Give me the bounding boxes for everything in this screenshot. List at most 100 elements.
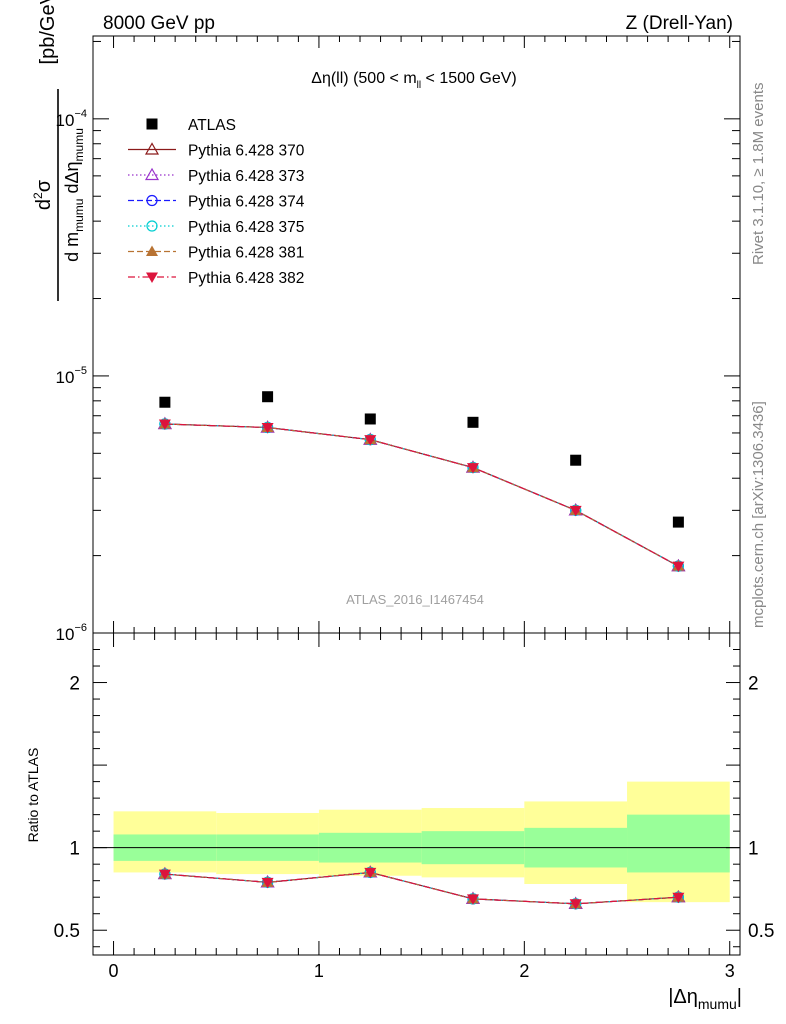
data-point — [158, 419, 171, 431]
legend-label: Pythia 6.428 374 — [188, 194, 305, 211]
legend-item: Pythia 6.428 374 — [128, 194, 305, 211]
main-ytick-label-exp: −5 — [74, 365, 87, 377]
main-panel: 10−610−510−4 Δη(ll) (500 < mll < 1500 Ge… — [31, 0, 741, 644]
ratio-ytick-label-right: 1 — [748, 839, 759, 860]
legend-marker — [146, 272, 158, 283]
ylabel-unit: [pb/GeV] — [37, 0, 59, 64]
data-point — [467, 416, 479, 428]
ratio-xtick-label: 1 — [314, 961, 324, 981]
ylabel-num-sup: 2 — [31, 192, 45, 199]
ratio-point — [364, 867, 377, 879]
series-line — [164, 423, 679, 567]
ratio-line — [164, 871, 679, 905]
ratio-panel: 0 1 2 3 0.5 0.5 1 1 2 2 Ratio to ATLAS |Δηmumu| — [25, 632, 775, 1012]
data-point — [570, 454, 582, 466]
legend-item: Pythia 6.428 373 — [128, 167, 304, 185]
ratio-ytick-label-right: 0.5 — [748, 921, 774, 942]
ratio-ticks — [93, 633, 740, 955]
legend-item: ATLAS — [146, 117, 236, 134]
rivet-label: Rivet 3.1.10, ≥ 1.8M events — [750, 83, 767, 266]
legend-label: Pythia 6.428 373 — [188, 168, 304, 185]
ratio-ytick-label-left: 2 — [69, 674, 80, 695]
series-line — [164, 423, 679, 567]
ratio-point — [672, 892, 685, 904]
ylabel-num-sigma: σ — [33, 179, 55, 192]
main-ytick-label-base: 10 — [56, 368, 75, 387]
series-6 — [158, 419, 685, 573]
ratio-point — [466, 894, 479, 905]
ylabel-denominator: d mmumu dΔηmumu — [62, 128, 86, 262]
ratio-ytick-label-left: 1 — [69, 839, 80, 860]
data-point — [672, 516, 684, 528]
legend-item: Pythia 6.428 381 — [128, 245, 304, 262]
data-point — [569, 505, 582, 517]
legend-marker — [146, 245, 158, 256]
legend-label: Pythia 6.428 370 — [188, 143, 305, 160]
main-ytick-label-base: 10 — [56, 111, 75, 130]
ratio-series — [157, 865, 686, 910]
main-ylabel: d2σ d mmumu dΔηmumu [pb/GeV] — [31, 0, 86, 301]
legend-marker — [144, 142, 160, 155]
series-line — [164, 423, 679, 567]
data-point — [364, 413, 376, 425]
main-ytick-label: 10−5 — [56, 365, 87, 387]
main-title: Δη(ll) (500 < mll < 1500 GeV) — [311, 70, 516, 91]
ratio-frame — [92, 632, 741, 956]
series-1 — [157, 416, 686, 572]
ylabel-den-a: d m — [62, 232, 82, 262]
ratio-bands — [113, 781, 730, 903]
xlabel-a: |Δη — [668, 986, 698, 1008]
analysis-id: ATLAS_2016_I1467454 — [346, 592, 484, 607]
series-line — [164, 423, 679, 567]
legend-marker — [146, 220, 158, 232]
series-2 — [157, 416, 686, 572]
ratio-ylabel: Ratio to ATLAS — [25, 748, 41, 843]
ratio-point — [158, 869, 171, 881]
series-5 — [158, 418, 685, 571]
legend: ATLAS Pythia 6.428 370 Pythia 6.428 373 Pyt… — [128, 117, 305, 287]
ylabel-den-sub1: mumu — [72, 199, 86, 232]
legend-item: Pythia 6.428 375 — [128, 219, 304, 236]
legend-label: Pythia 6.428 381 — [188, 245, 304, 262]
data-point — [261, 423, 274, 434]
legend-label: ATLAS — [188, 117, 236, 134]
legend-item: Pythia 6.428 382 — [128, 270, 304, 287]
legend-marker — [146, 194, 158, 207]
main-ytick-label-exp: −4 — [74, 108, 87, 120]
legend-item: Pythia 6.428 370 — [128, 142, 305, 160]
main-title-a: Δη(ll) (500 < m — [311, 70, 416, 87]
main-ytick-label-exp: −6 — [74, 622, 87, 634]
band-green — [627, 814, 730, 873]
data-point — [466, 463, 479, 474]
ratio-series-5 — [158, 867, 685, 910]
series-line — [164, 423, 679, 567]
header-left: 8000 GeV pp — [103, 13, 215, 34]
ratio-point — [569, 899, 582, 910]
data-point — [364, 435, 377, 446]
series-0 — [159, 391, 684, 528]
legend-marker — [146, 118, 158, 130]
series-line — [164, 423, 679, 567]
mcplots-label: mcplots.cern.ch [arXiv:1306.3436] — [750, 401, 767, 628]
ylabel-numerator: d2σ — [31, 179, 55, 210]
ratio-tick-labels: 0 1 2 3 0.5 0.5 1 1 2 2 — [54, 674, 775, 981]
main-ytick-label: 10−6 — [56, 622, 87, 644]
ylabel-den-b: dΔη — [62, 161, 82, 198]
data-point — [262, 391, 274, 403]
ratio-point — [261, 877, 274, 889]
data-point — [159, 396, 171, 408]
ratio-xlabel: |Δηmumu| — [668, 986, 742, 1012]
main-ticks — [93, 36, 740, 634]
xlabel-sub: mumu — [698, 996, 737, 1012]
ratio-ytick-label-right: 2 — [748, 674, 759, 695]
main-series — [157, 391, 686, 573]
series-4 — [159, 418, 684, 572]
ylabel-num-d: d — [33, 199, 55, 210]
main-ytick-labels: 10−610−510−4 — [56, 108, 87, 644]
ratio-ytick-label-left: 0.5 — [54, 921, 80, 942]
series-3 — [159, 418, 684, 572]
header-right: Z (Drell-Yan) — [626, 13, 733, 34]
ratio-xtick-label: 3 — [725, 961, 735, 981]
xlabel-b: | — [737, 986, 742, 1008]
